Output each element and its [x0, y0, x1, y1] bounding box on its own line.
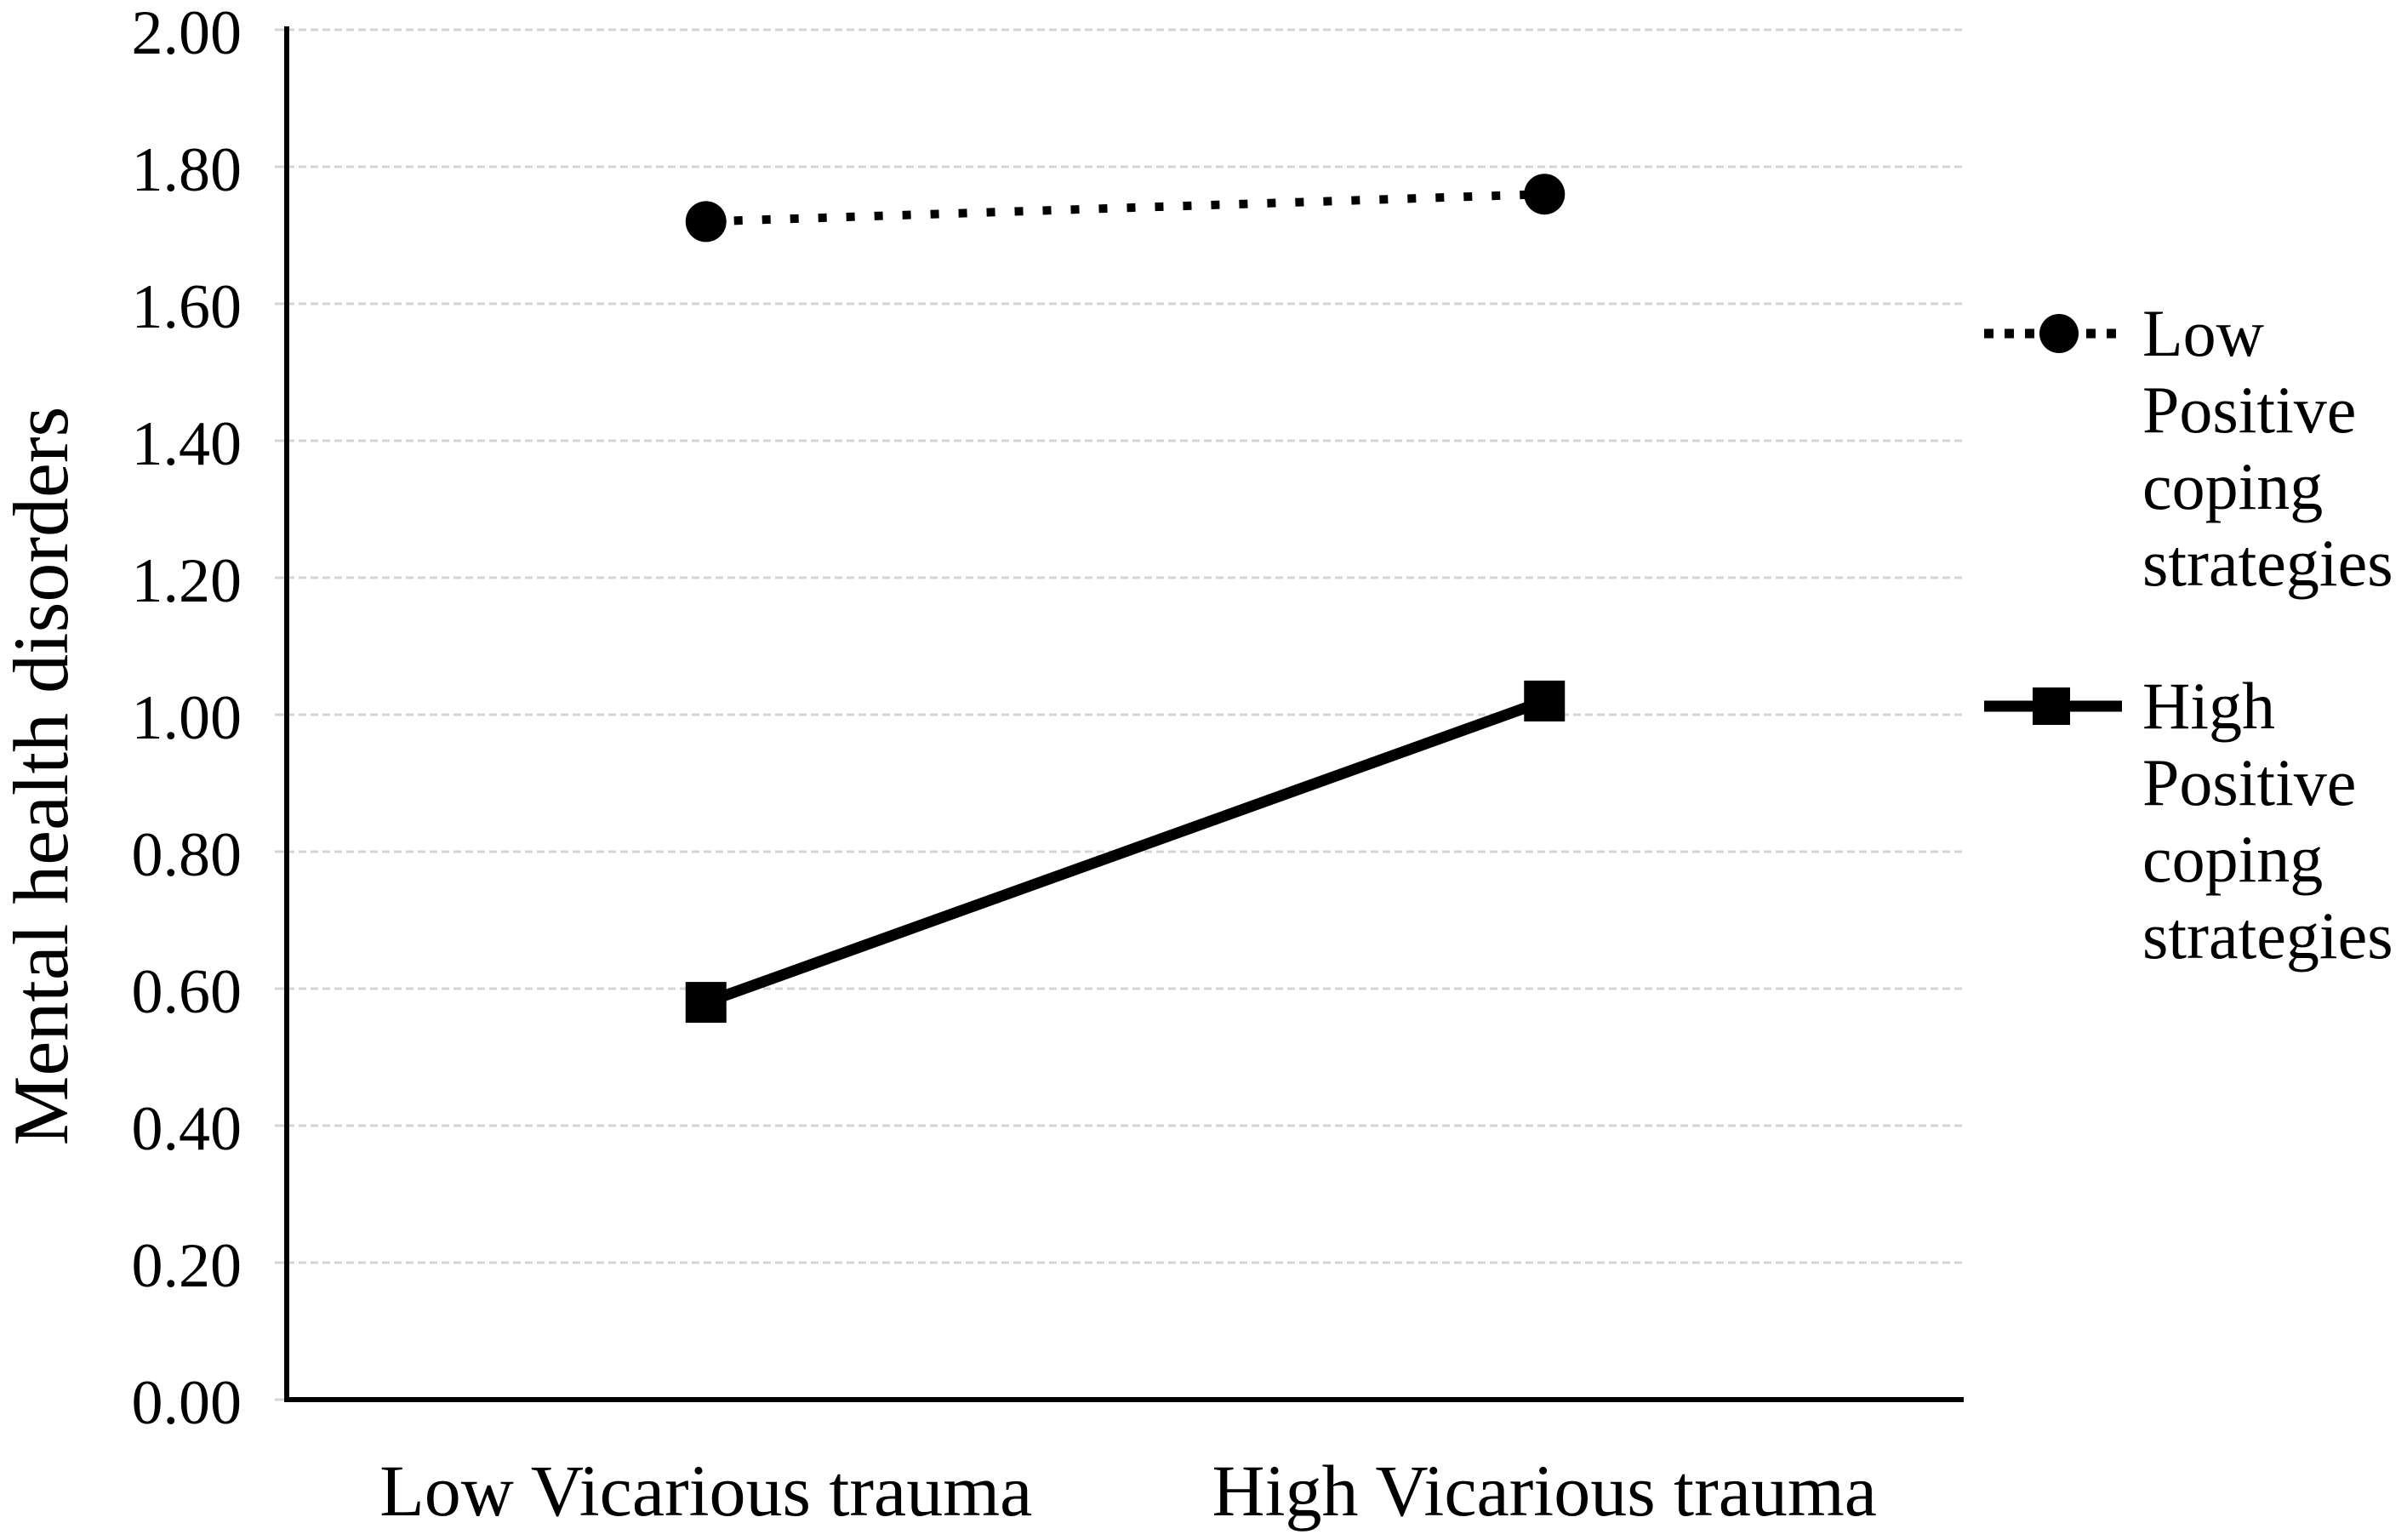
y-tick-label: 2.00 [132, 0, 242, 68]
dotted-line-circle-marker-icon [1984, 314, 2122, 353]
series-line-solid [704, 695, 1547, 1008]
series-line-dotted [705, 190, 1545, 226]
data-point-circle-marker [685, 201, 727, 242]
y-tick-label: 0.60 [132, 957, 242, 1027]
y-tick-label: 0.00 [132, 1368, 242, 1438]
data-point-square-marker [685, 982, 727, 1024]
legend-label-high-positive-coping: High Positive coping strategies [2142, 669, 2393, 972]
data-point-square-marker [1524, 680, 1566, 722]
y-tick-label: 0.40 [132, 1094, 242, 1164]
legend-item-high-positive-coping: High Positive coping strategies [1982, 668, 2407, 974]
y-tick-label: 1.60 [132, 272, 242, 342]
y-tick-label: 0.80 [132, 820, 242, 890]
x-tick-label: Low Vicarious trauma [379, 1450, 1032, 1531]
y-tick-label: 1.80 [132, 135, 242, 205]
x-tick-label: High Vicarious trauma [1212, 1450, 1877, 1531]
y-axis-title: Mental health disorders [0, 406, 84, 1146]
y-tick-label: 0.20 [132, 1231, 242, 1301]
legend-label-low-positive-coping: Low Positive coping strategies [2142, 296, 2393, 600]
legend-item-low-positive-coping: Low Positive coping strategies [1982, 295, 2407, 602]
y-tick-label: 1.40 [132, 409, 242, 479]
solid-line-square-marker-icon [1984, 687, 2122, 725]
y-tick-label: 1.00 [132, 683, 242, 753]
y-tick-label: 1.20 [132, 546, 242, 616]
data-point-circle-marker [1524, 174, 1566, 215]
